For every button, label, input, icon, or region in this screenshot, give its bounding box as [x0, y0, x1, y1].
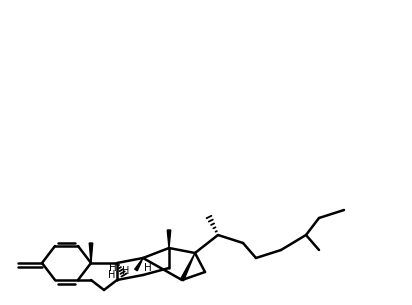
Text: H: H: [109, 263, 117, 273]
Text: H: H: [144, 263, 152, 273]
Polygon shape: [180, 253, 195, 281]
Polygon shape: [167, 230, 171, 248]
Polygon shape: [89, 243, 93, 263]
Text: H: H: [122, 266, 129, 276]
Polygon shape: [135, 258, 143, 271]
Text: H: H: [108, 270, 115, 280]
